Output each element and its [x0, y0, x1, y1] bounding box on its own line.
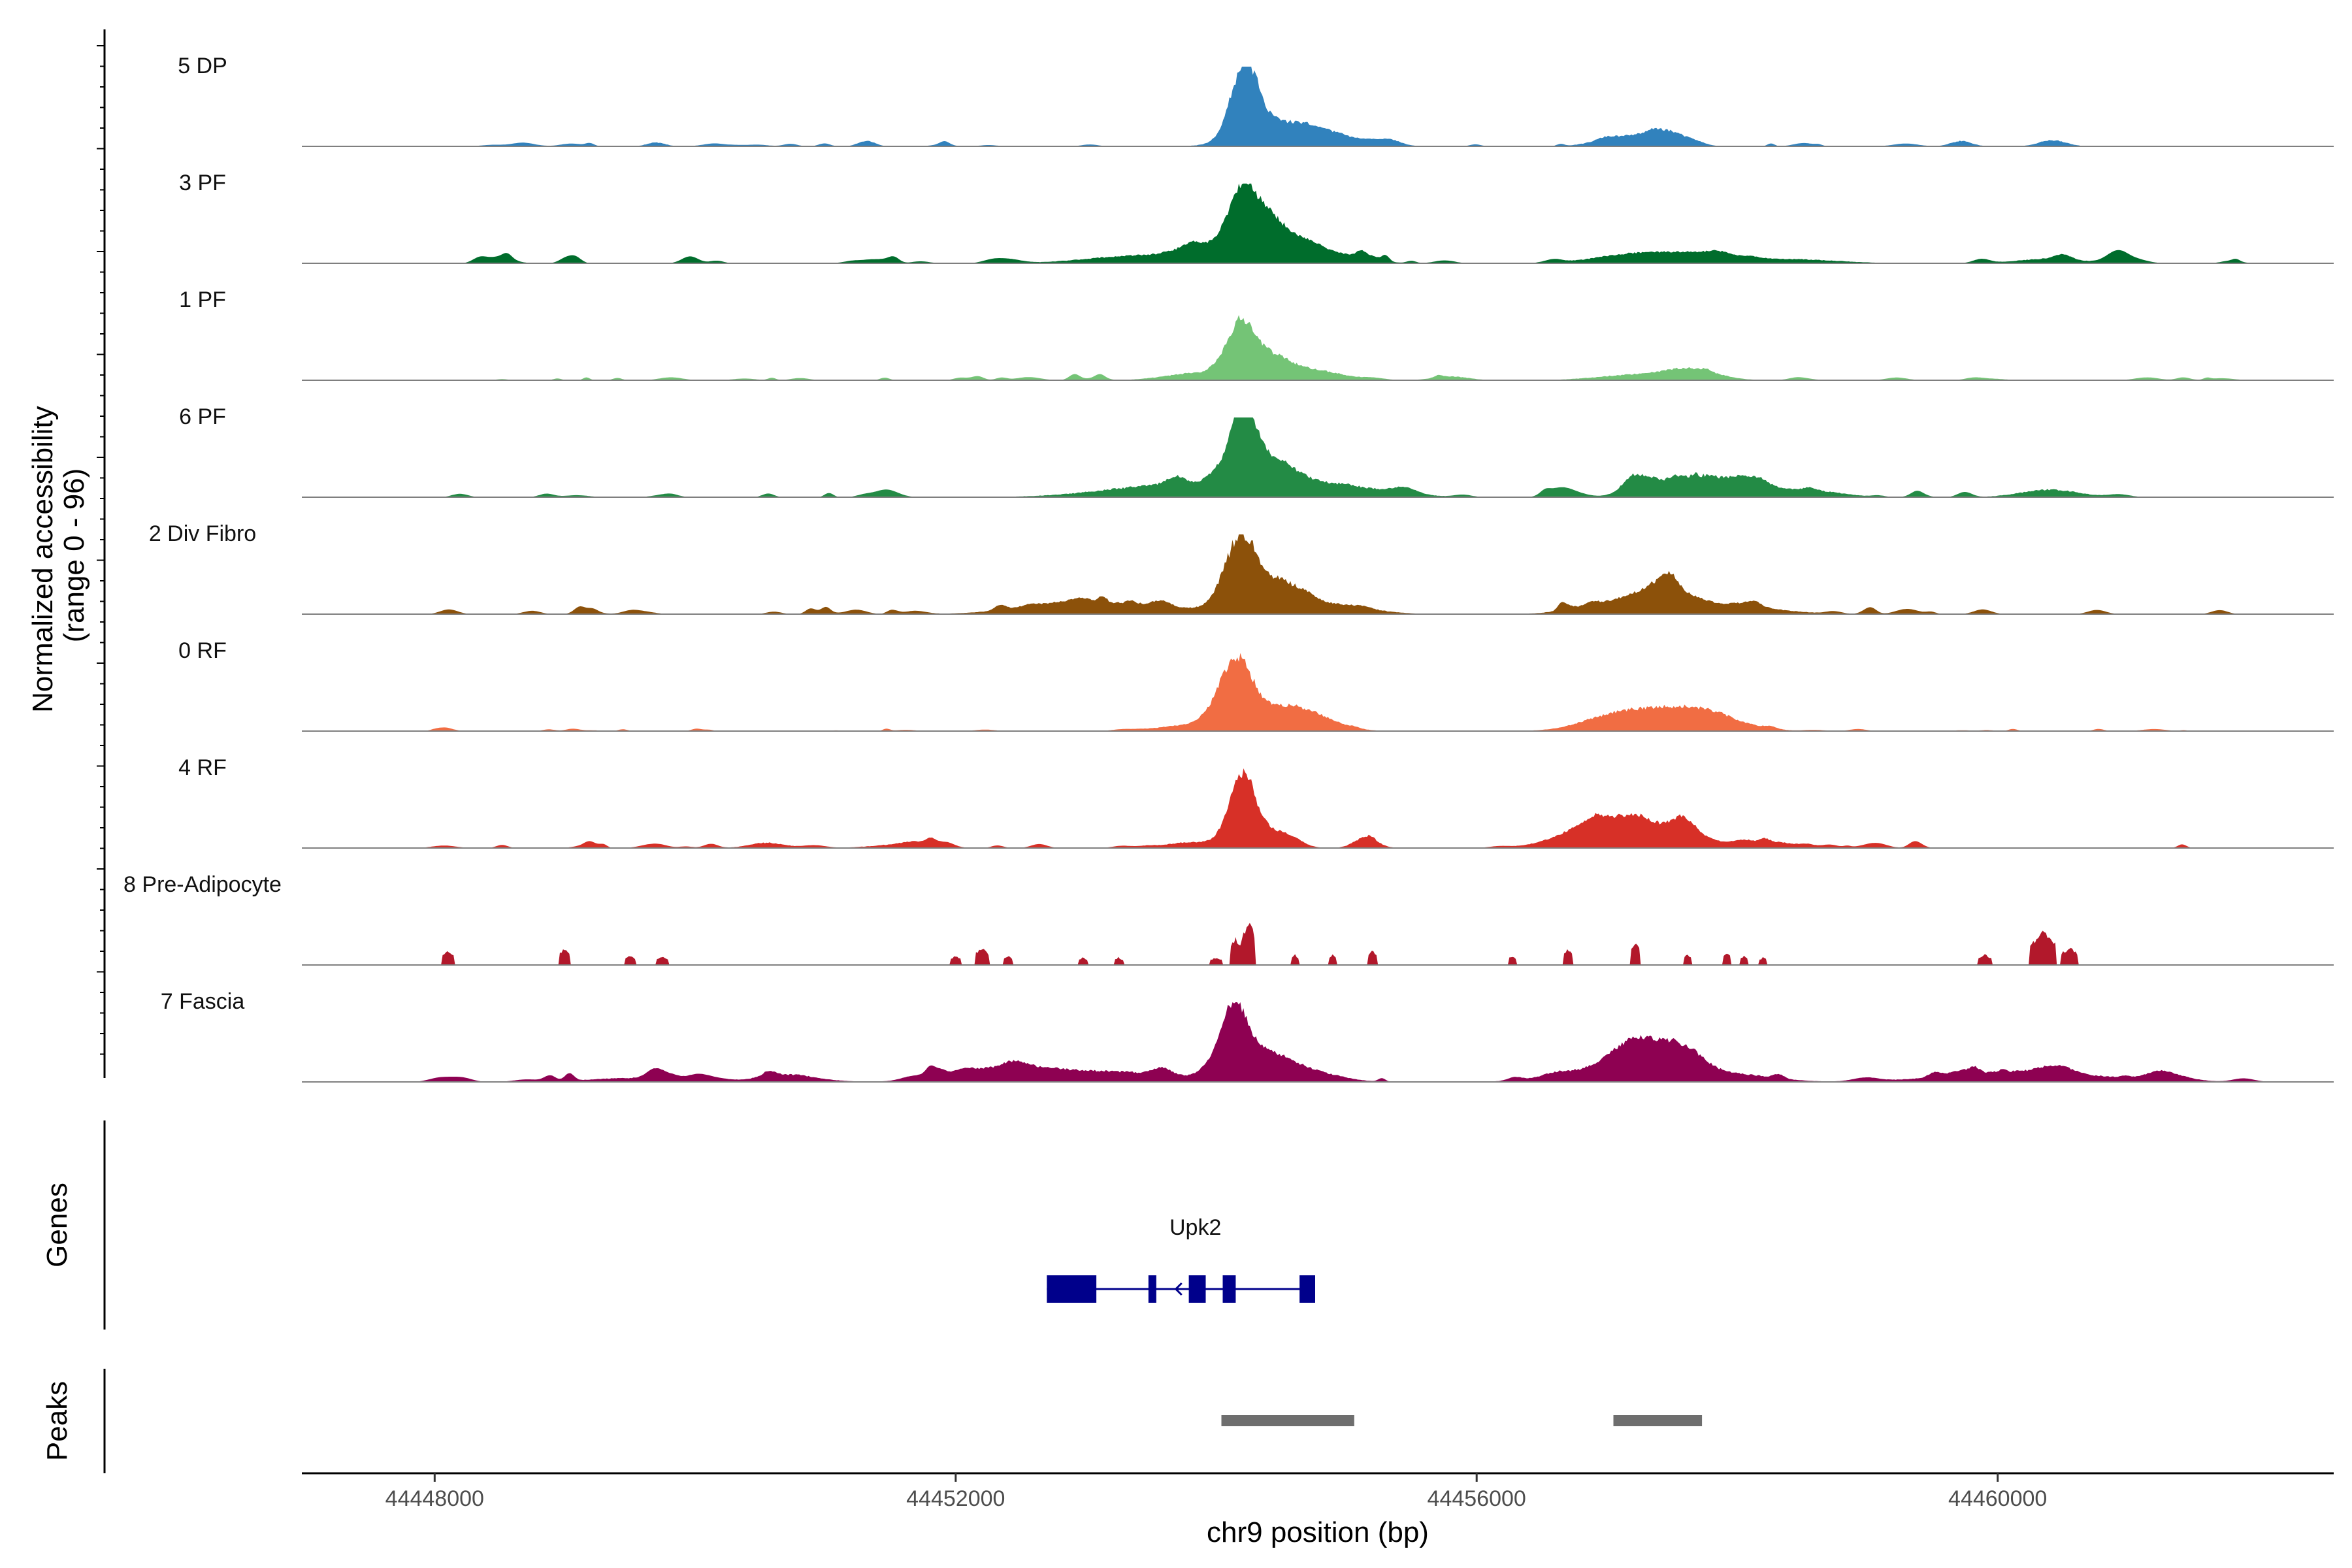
x-tick-label: 44448000 — [385, 1486, 484, 1511]
peak-regions — [1221, 1415, 1703, 1426]
coverage-area-3-pf — [302, 184, 2334, 263]
strand-arrow-icon — [1174, 1282, 1183, 1296]
track-label-5-dp: 5 DP — [178, 54, 227, 78]
track-label-3-pf: 3 PF — [179, 171, 226, 195]
coverage-area-5-dp — [302, 67, 2334, 146]
x-axis-ticks: 44448000 44452000 44456000 44460000 — [385, 1473, 2047, 1511]
y-axis-title-line1: Normalized accessibility — [27, 406, 59, 712]
track-label-6-pf: 6 PF — [179, 404, 226, 429]
track-7-fascia: 7 Fascia — [161, 989, 2334, 1083]
track-label-2-div-fibro: 2 Div Fibro — [149, 521, 256, 546]
track-8-pre-adipocyte: 8 Pre-Adipocyte — [123, 872, 2334, 966]
coverage-area-7-fascia — [302, 1002, 2334, 1082]
track-label-1-pf: 1 PF — [179, 287, 226, 312]
gene-models: Upk2 — [1047, 1215, 1315, 1303]
x-axis: 44448000 44452000 44456000 44460000 chr9 po… — [302, 1472, 2334, 1548]
track-0-rf: 0 RF — [178, 638, 2334, 732]
gene-exon — [1148, 1275, 1156, 1303]
track-6-pf: 6 PF — [179, 404, 2334, 498]
coverage-y-axis — [97, 29, 106, 1078]
peak-region-bar — [1613, 1415, 1703, 1426]
track-label-4-rf: 4 RF — [178, 755, 227, 780]
coverage-area-0-rf — [302, 653, 2334, 731]
track-1-pf: 1 PF — [179, 287, 2334, 381]
track-label-8-pre-adipocyte: 8 Pre-Adipocyte — [123, 872, 282, 897]
genes-panel-title: Genes — [41, 1183, 73, 1267]
track-label-7-fascia: 7 Fascia — [161, 989, 245, 1014]
gene-exon — [1222, 1275, 1236, 1303]
track-label-0-rf: 0 RF — [178, 638, 227, 663]
track-3-pf: 3 PF — [179, 171, 2334, 264]
coverage-area-1-pf — [302, 315, 2334, 380]
coverage-area-6-pf — [302, 417, 2334, 497]
y-axis-title-line2: (range 0 - 96) — [58, 468, 90, 643]
track-4-rf: 4 RF — [178, 755, 2334, 849]
track-5-dp: 5 DP — [178, 54, 2334, 147]
track-2-div-fibro: 2 Div Fibro — [149, 521, 2334, 615]
x-tick-label: 44452000 — [906, 1486, 1005, 1511]
gene-exon — [1299, 1275, 1315, 1303]
genes-panel: Genes Upk2 — [41, 1120, 1315, 1330]
x-tick-label: 44456000 — [1428, 1486, 1526, 1511]
coverage-area-4-rf — [302, 768, 2334, 848]
peak-region-bar — [1221, 1415, 1354, 1426]
gene-upk2: Upk2 — [1047, 1215, 1315, 1303]
x-tick-label: 44460000 — [1948, 1486, 2047, 1511]
gene-exon — [1047, 1275, 1097, 1303]
coverage-tracks: 5 DP 3 PF 1 PF 6 PF 2 Div Fibro 0 RF 4 RF 8 Pre… — [123, 54, 2334, 1083]
coverage-area-2-div-fibro — [302, 534, 2334, 614]
y-axis-title: Normalized accessibility (range 0 - 96) — [27, 398, 90, 713]
peaks-panel: Peaks — [41, 1369, 1703, 1473]
coverage-area-8-pre-adipocyte — [302, 923, 2334, 965]
peaks-panel-title: Peaks — [41, 1381, 73, 1461]
gene-label: Upk2 — [1169, 1215, 1221, 1240]
x-axis-title: chr9 position (bp) — [1207, 1516, 1429, 1548]
gene-exon — [1188, 1275, 1206, 1303]
